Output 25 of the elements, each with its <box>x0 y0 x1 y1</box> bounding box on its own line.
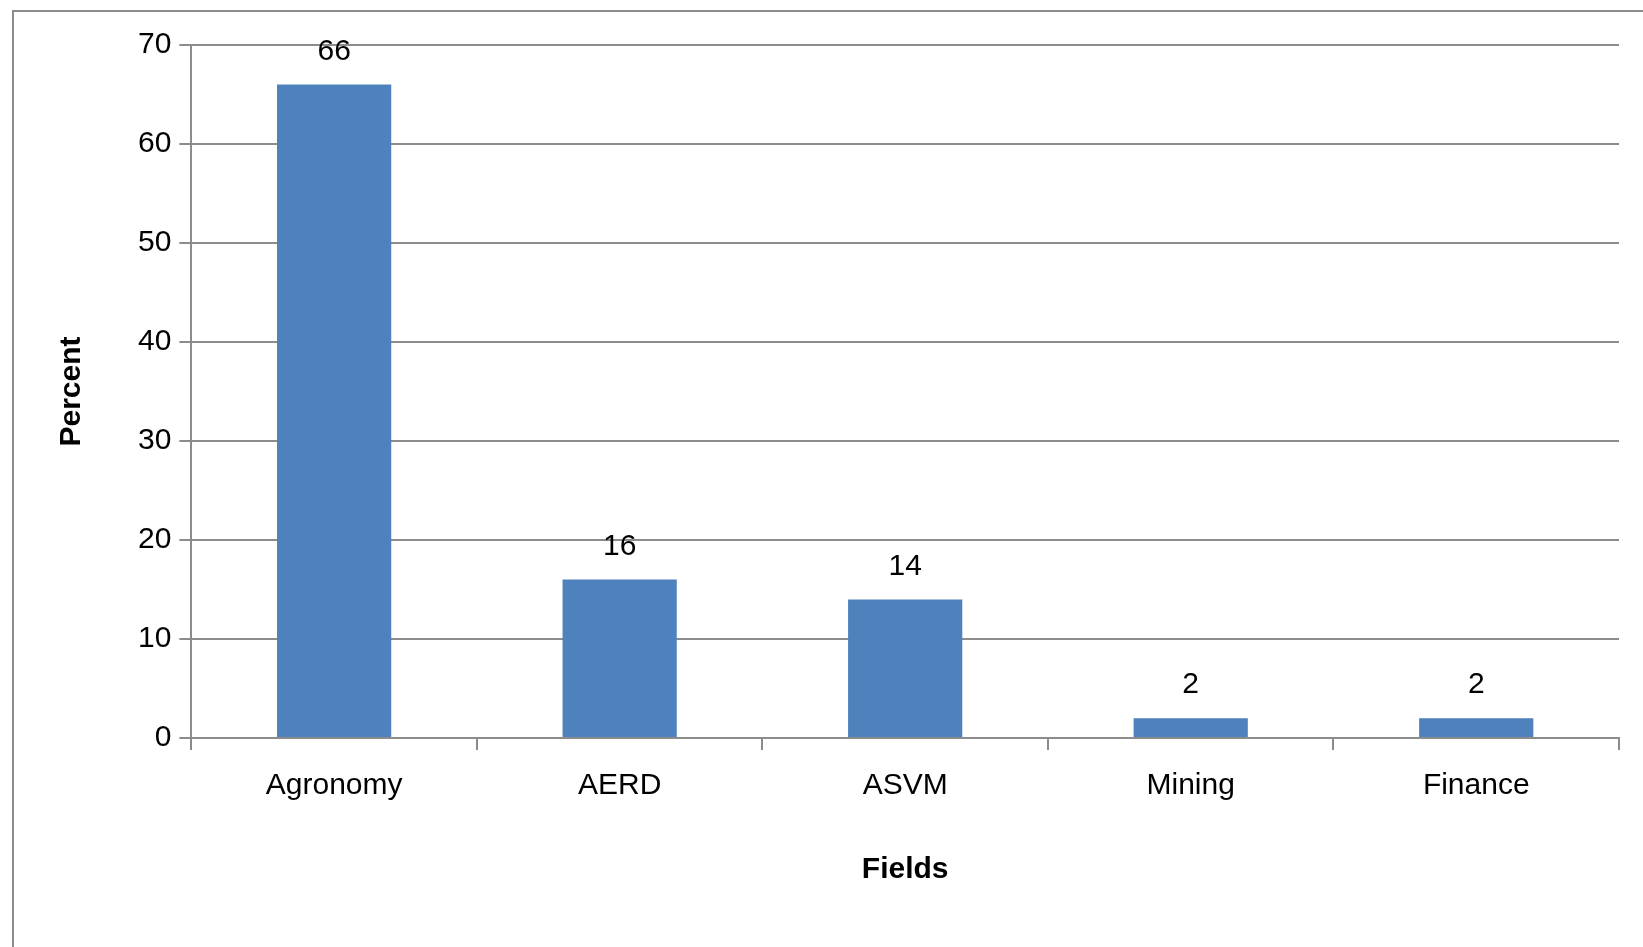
y-tick-label: 20 <box>137 521 172 555</box>
x-axis-title: Fields <box>861 851 949 885</box>
bar <box>562 579 677 737</box>
x-tick-label: Agronomy <box>265 767 403 801</box>
x-tick-label: ASVM <box>862 767 948 801</box>
bar <box>1133 718 1248 737</box>
data-label: 66 <box>317 32 351 66</box>
bar <box>1419 718 1534 737</box>
data-label: 2 <box>1467 666 1485 700</box>
x-tick-label: AERD <box>577 767 662 801</box>
y-tick-label: 0 <box>154 719 172 753</box>
x-tick-label: Finance <box>1422 767 1530 801</box>
y-tick-label: 10 <box>137 620 172 654</box>
y-tick-label: 50 <box>137 224 172 258</box>
y-tick-label: 40 <box>137 323 172 357</box>
y-tick-label: 60 <box>137 125 172 159</box>
data-label: 14 <box>888 547 922 581</box>
bar <box>277 84 392 737</box>
y-tick-label: 30 <box>137 422 172 456</box>
bar <box>848 599 963 737</box>
data-label: 16 <box>602 527 637 561</box>
x-tick-label: Mining <box>1146 767 1235 801</box>
y-axis-title: Percent <box>53 336 87 447</box>
y-tick-label: 70 <box>137 26 172 60</box>
data-label: 2 <box>1182 666 1200 700</box>
